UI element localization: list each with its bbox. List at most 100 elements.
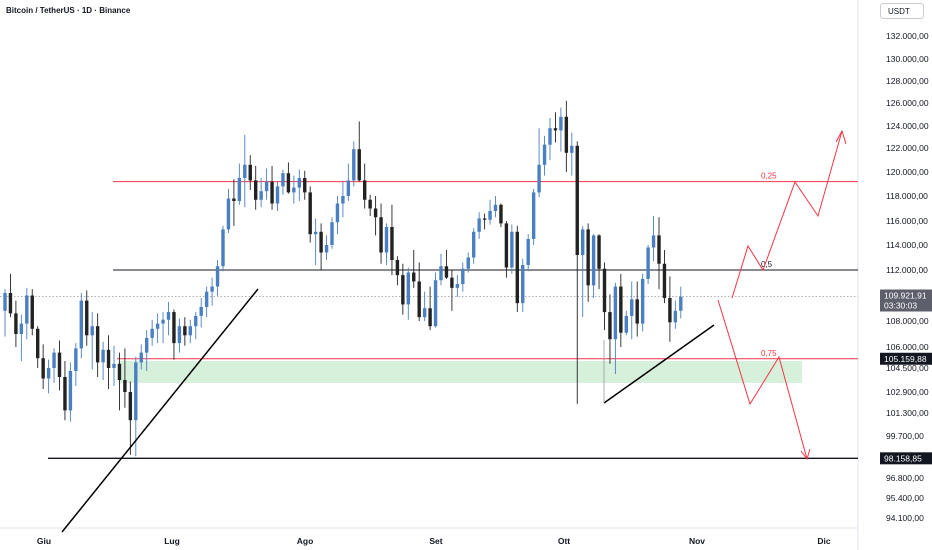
candle-body	[41, 358, 45, 379]
candle-body	[286, 173, 291, 193]
candle-body	[488, 211, 492, 220]
candle-body	[226, 198, 231, 230]
candle-body	[352, 149, 356, 181]
candle-body	[297, 178, 301, 188]
time-tick-label: Giu	[37, 536, 51, 546]
candle-body	[439, 266, 443, 281]
candle-body	[292, 187, 296, 193]
candle-body	[74, 348, 78, 371]
candle-body	[586, 229, 590, 286]
candle-body	[608, 312, 612, 340]
price-tick-label: 95.400,00	[886, 493, 924, 503]
candle-body	[303, 178, 307, 193]
candle-body	[368, 199, 372, 209]
candle-body	[308, 192, 312, 235]
drawings-layer	[61, 129, 847, 533]
price-tick-label: 120.000,00	[886, 167, 929, 177]
candle-body	[204, 291, 209, 307]
time-axis: Giu Lug Ago Set Ott Nov Dic	[37, 536, 831, 546]
candle-body	[357, 149, 361, 181]
candle-body	[270, 181, 274, 204]
candle-body	[428, 308, 432, 327]
countdown-label: 03:30:03	[884, 300, 917, 310]
candle-body	[581, 229, 585, 255]
candle-body	[482, 218, 487, 220]
candle-body	[324, 245, 329, 253]
candle-body	[46, 368, 51, 379]
candle-body	[313, 231, 318, 235]
bearish-projection-path	[717, 299, 808, 460]
candle-body	[106, 349, 111, 368]
candle-body	[635, 299, 639, 324]
time-tick-label: Ott	[558, 536, 570, 546]
candle-body	[668, 298, 672, 323]
price-tag	[880, 352, 932, 365]
current-price-tag	[880, 289, 932, 312]
candle-body	[597, 235, 601, 269]
candle-body	[673, 310, 678, 323]
candle-body	[646, 247, 650, 279]
candle-body	[466, 257, 470, 269]
candle-body	[613, 286, 618, 340]
candle-body	[422, 308, 427, 318]
candle-body	[526, 239, 530, 265]
candle-body	[134, 362, 138, 421]
candle-body	[19, 323, 24, 334]
price-tick-label: 108.000,00	[886, 316, 929, 326]
candle-body	[373, 208, 378, 218]
candle-body	[553, 128, 558, 131]
candle-body	[640, 278, 645, 324]
candle-body	[537, 164, 541, 193]
candles-layer	[3, 100, 683, 457]
candle-body	[341, 196, 345, 204]
candle-body	[117, 363, 122, 380]
candle-body	[68, 371, 73, 411]
candle-body	[602, 268, 607, 313]
candle-body	[128, 392, 133, 421]
candle-body	[319, 231, 323, 253]
candle-body	[504, 223, 509, 268]
candle-body	[433, 280, 438, 327]
candle-body	[63, 377, 67, 411]
candle-body	[112, 363, 116, 368]
candle-body	[379, 217, 383, 253]
candle-body	[384, 227, 389, 253]
price-tick-label: 130.000,00	[886, 54, 929, 64]
chart-background	[0, 0, 859, 550]
price-tick-label: 101.300,00	[886, 408, 929, 418]
price-tick-label: 122.000,00	[886, 143, 929, 153]
candle-body	[95, 326, 100, 363]
price-tick-label: 116.000,00	[886, 216, 928, 226]
candle-body	[57, 352, 62, 377]
candle-body	[461, 268, 465, 285]
candle-body	[559, 116, 563, 131]
candle-body	[221, 229, 225, 267]
level-lines-layer: 0,25 0,5 0,75	[0, 172, 858, 459]
candle-body	[401, 275, 405, 305]
candle-body	[335, 203, 340, 223]
candle-body	[564, 116, 569, 153]
candle-body	[570, 145, 574, 153]
candle-body	[25, 295, 29, 324]
candle-body	[90, 326, 94, 336]
candle-body	[346, 180, 351, 196]
candle-body	[499, 204, 503, 224]
candle-body	[52, 352, 56, 368]
candle-body	[194, 315, 198, 327]
price-tag-label: 105.159,88	[884, 354, 927, 364]
candle-body	[406, 272, 410, 305]
candle-body	[510, 231, 514, 268]
currency-button[interactable]: USDT	[880, 3, 924, 19]
price-tick-label: 112.000,00	[886, 265, 928, 275]
candle-body	[237, 178, 242, 201]
candle-body	[232, 198, 236, 201]
candle-body	[624, 315, 628, 333]
candle-body	[444, 266, 449, 278]
bullish-arrow-head	[835, 129, 847, 145]
candle-body	[450, 277, 454, 288]
candle-body	[254, 180, 258, 200]
candle-body	[161, 319, 165, 324]
support-zone-layer	[118, 361, 802, 383]
